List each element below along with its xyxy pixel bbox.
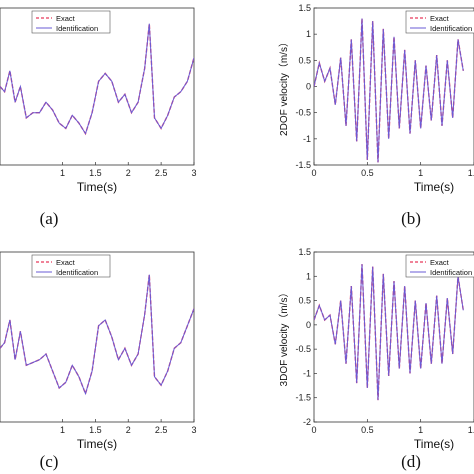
series-line-identification [314, 264, 464, 401]
panel-caption: (b) [401, 209, 421, 228]
x-tick-label: 1.5 [468, 168, 474, 178]
y-tick-label: -1 [303, 368, 311, 378]
y-axis-label: 2DOF velocity（m/s） [278, 37, 290, 136]
x-tick-label: 0.5 [361, 425, 374, 435]
axes-frame [313, 251, 474, 423]
x-tick-label: 2.5 [155, 425, 168, 435]
x-tick-label: 1.5 [89, 425, 102, 435]
chart-panel-2: 0 0.5 1 1.5 -1.5 -1 -0.5 0 0.5 1 1.5 Time(s) 2DOF ve… [278, 3, 474, 194]
legend-entry: Identification [430, 24, 472, 33]
y-tick-label: 0 [306, 82, 311, 92]
series-line-identification [0, 23, 194, 135]
x-axis-label: Time(s) [414, 180, 454, 194]
panel-caption: (d) [401, 452, 421, 471]
x-tick-label: 1 [418, 425, 423, 435]
x-tick-label: 0 [311, 425, 316, 435]
x-tick-label: 1 [60, 425, 65, 435]
x-tick-label: 1 [60, 168, 65, 178]
x-tick-label: 0 [311, 168, 316, 178]
x-tick-label: 1 [418, 168, 423, 178]
x-tick-label: 2 [126, 168, 131, 178]
legend-entry: Identification [430, 268, 472, 277]
legend-entry: Exact [56, 14, 76, 23]
legend-entry: Exact [430, 14, 450, 23]
panel-caption: (c) [40, 452, 59, 471]
x-tick-label: 1.5 [468, 425, 474, 435]
legend-entry: Identification [56, 24, 98, 33]
x-tick-label: 3 [191, 425, 196, 435]
y-tick-label: 1 [306, 271, 311, 281]
legend-entry: Exact [430, 258, 450, 267]
x-axis-label: Time(s) [77, 180, 117, 194]
y-axis-label: 3DOF velocity（m/s） [278, 288, 290, 387]
y-tick-label: -2 [303, 417, 311, 427]
x-tick-label: 0.5 [361, 168, 374, 178]
y-tick-label: 0 [306, 320, 311, 330]
y-tick-label: 1.5 [298, 3, 311, 13]
y-tick-label: -0.5 [295, 108, 311, 118]
y-tick-label: -1.5 [295, 160, 311, 170]
x-tick-label: 2.5 [155, 168, 168, 178]
axes-frame [313, 7, 474, 166]
y-tick-label: 0.5 [298, 55, 311, 65]
x-tick-label: 3 [191, 168, 196, 178]
x-tick-label: 2 [126, 425, 131, 435]
y-tick-label: -1 [303, 134, 311, 144]
series-line-identification [314, 18, 464, 163]
chart-panel-4: 0 0.5 1 1.5 -2 -1.5 -1 -0.5 0 0.5 1 1.5 Time(s) 3DOF … [278, 247, 474, 451]
panel-caption: (a) [40, 209, 59, 228]
y-tick-label: 1 [306, 29, 311, 39]
legend-entry: Identification [56, 268, 98, 277]
x-axis-label: Time(s) [414, 437, 454, 451]
y-tick-label: 0.5 [298, 296, 311, 306]
y-tick-label: -1.5 [295, 393, 311, 403]
y-tick-label: -0.5 [295, 344, 311, 354]
y-tick-label: 1.5 [298, 247, 311, 257]
x-axis-label: Time(s) [77, 437, 117, 451]
series-line-identification [0, 274, 194, 396]
x-tick-label: 1.5 [89, 168, 102, 178]
legend-entry: Exact [56, 258, 76, 267]
